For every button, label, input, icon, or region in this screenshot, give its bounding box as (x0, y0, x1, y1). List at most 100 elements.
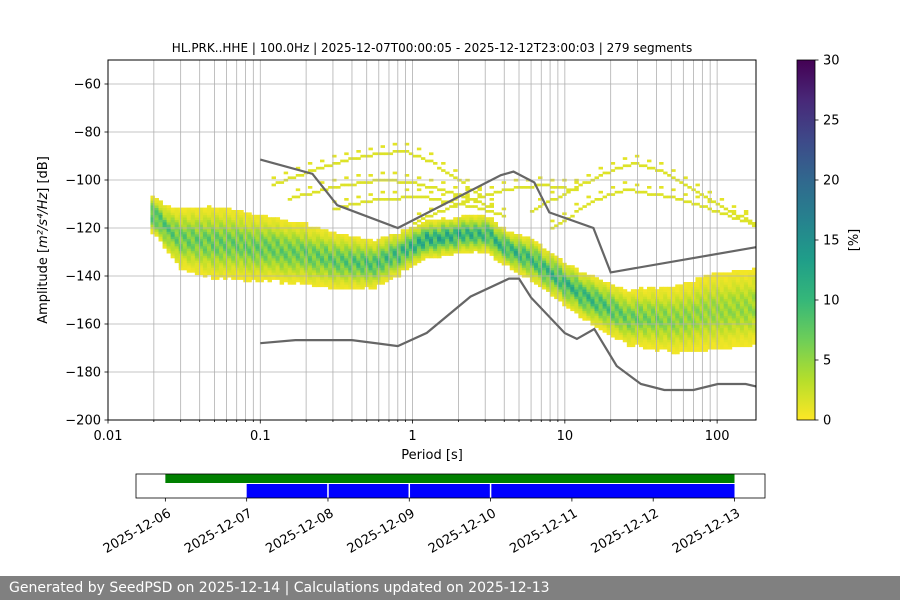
psd-cell (711, 327, 717, 331)
psd-cell (683, 349, 688, 352)
psd-cell (328, 246, 333, 249)
psd-cell (307, 267, 313, 271)
psd-cell (610, 301, 616, 304)
psd-cell (647, 332, 652, 336)
psd-cell (630, 318, 636, 321)
psd-cell (404, 181, 410, 184)
psd-cell (235, 243, 240, 247)
psd-cell (384, 236, 390, 240)
psd-cell (206, 248, 212, 252)
psd-cell (747, 286, 753, 290)
psd-cell (299, 248, 305, 252)
psd-cell (723, 306, 729, 309)
psd-cell (638, 344, 644, 348)
psd-cell (489, 205, 494, 208)
psd-cell (307, 162, 313, 165)
psd-cell (283, 222, 289, 225)
psd-cell (469, 246, 474, 249)
psd-cell (473, 222, 478, 225)
psd-cell (239, 255, 244, 259)
psd-cell (348, 157, 353, 160)
psd-cell (655, 291, 660, 295)
psd-cell (445, 231, 450, 235)
psd-cell (574, 267, 579, 271)
psd-cell (529, 246, 535, 249)
psd-cell (723, 332, 729, 336)
psd-cell (408, 265, 414, 268)
psd-cell (299, 193, 305, 196)
psd-cell (420, 217, 426, 220)
psd-cell (675, 301, 680, 304)
psd-cell (279, 181, 285, 184)
psd-cell (683, 315, 688, 319)
psd-cell (622, 301, 628, 304)
psd-cell (606, 332, 612, 336)
psd-cell (267, 260, 272, 264)
psd-cell (687, 310, 692, 314)
psd-cell (211, 224, 216, 228)
psd-cell (493, 253, 499, 256)
psd-cell (679, 198, 684, 201)
psd-cell (509, 246, 515, 249)
psd-cell (392, 248, 398, 252)
psd-cell (521, 246, 527, 249)
psd-cell (602, 301, 608, 304)
psd-cell (719, 272, 725, 276)
psd-cell (747, 291, 753, 295)
psd-cell (295, 174, 301, 177)
psd-cell (610, 291, 616, 295)
psd-cell (263, 253, 268, 256)
psd-cell (723, 337, 729, 340)
psd-cell (186, 231, 192, 235)
psd-cell (380, 279, 385, 283)
psd-cell (231, 250, 236, 254)
psd-cell (271, 277, 276, 280)
psd-cell (198, 214, 204, 218)
psd-cell (299, 250, 305, 254)
psd-cell (416, 188, 422, 192)
psd-cell (283, 270, 289, 273)
psd-cell (437, 229, 442, 232)
psd-cell (170, 238, 176, 242)
psd-cell (735, 284, 741, 288)
psd-cell (683, 332, 688, 336)
psd-cell (509, 188, 515, 192)
psd-cell (291, 258, 297, 261)
psd-cell (586, 313, 591, 316)
psd-cell (642, 164, 648, 168)
psd-cell (424, 255, 430, 259)
psd-cell (328, 255, 333, 259)
psd-cell (735, 330, 741, 333)
psd-cell (517, 258, 523, 261)
psd-cell (655, 306, 660, 309)
psd-cell (291, 248, 297, 252)
psd-cell (332, 186, 337, 189)
psd-cell (190, 248, 196, 252)
psd-cell (400, 229, 406, 232)
psd-cell (275, 255, 281, 259)
psd-cell (315, 262, 321, 266)
psd-cell (606, 330, 612, 333)
psd-cell (408, 152, 414, 156)
psd-cell (356, 270, 361, 273)
psd-cell (368, 174, 373, 177)
psd-cell (429, 159, 434, 163)
psd-cell (626, 301, 632, 304)
psd-cell (671, 195, 676, 199)
psd-cell (202, 210, 208, 213)
psd-cell (602, 291, 608, 295)
psd-cell (392, 150, 398, 153)
psd-cell (582, 310, 587, 314)
psd-cell (598, 166, 603, 170)
psd-cell (578, 313, 583, 316)
psd-cell (735, 315, 741, 319)
psd-cell (299, 260, 305, 264)
y-axis: −60−80−100−120−140−160−180−200 (65, 78, 108, 429)
psd-cell (211, 207, 216, 211)
psd-cell (727, 279, 733, 283)
footer-bar: Generated by SeedPSD on 2025-12-14 | Cal… (0, 576, 900, 600)
psd-cell (590, 298, 595, 302)
psd-cell (554, 270, 559, 273)
psd-cell (481, 231, 486, 235)
